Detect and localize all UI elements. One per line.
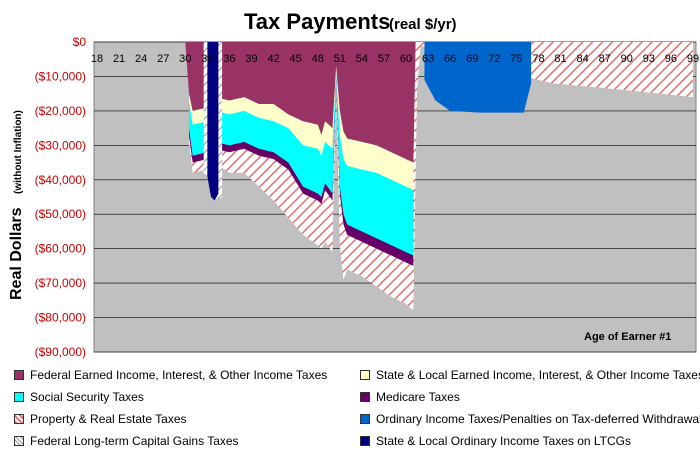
x-tick-label: 78 <box>532 53 544 65</box>
legend-label: Federal Long-term Capital Gains Taxes <box>30 434 239 448</box>
x-tick-label: 87 <box>599 53 611 65</box>
x-tick-label: 21 <box>113 53 125 65</box>
legend-label: Ordinary Income Taxes/Penalties on Tax-d… <box>376 412 700 426</box>
legend-item: Federal Long-term Capital Gains Taxes <box>14 434 239 448</box>
legend-item: Federal Earned Income, Interest, & Other… <box>14 368 327 382</box>
y-tick-label: ($70,000) <box>35 276 86 290</box>
series-areas <box>185 42 693 311</box>
y-tick-label: ($10,000) <box>35 69 86 83</box>
x-tick-label: 69 <box>466 53 478 65</box>
x-tick-label: 30 <box>179 53 191 65</box>
legend-swatch <box>14 370 24 380</box>
x-tick-label: 57 <box>378 53 390 65</box>
y-tick-label: ($90,000) <box>35 345 86 359</box>
y-tick-label: ($20,000) <box>35 104 86 118</box>
x-tick-label: 54 <box>356 53 368 65</box>
x-tick-label: 75 <box>510 53 522 65</box>
x-tick-labels: 18 21 24 27 30 33 36 39 42 45 48 51 54 57 60 63 66 69 72 75… <box>91 53 699 65</box>
x-tick-label: 99 <box>687 53 699 65</box>
legend-swatch <box>360 370 370 380</box>
x-tick-label: 18 <box>91 53 103 65</box>
x-tick-label: 93 <box>643 53 655 65</box>
x-tick-label: 33 <box>201 53 213 65</box>
legend-item: State & Local Ordinary Income Taxes on L… <box>360 434 631 448</box>
series-area <box>207 42 219 201</box>
legend-label: State & Local Ordinary Income Taxes on L… <box>376 434 632 448</box>
legend-label: Social Security Taxes <box>30 390 144 404</box>
x-tick-label: 24 <box>135 53 147 65</box>
x-tick-label: 51 <box>334 53 346 65</box>
y-axis-label: Real Dollars <box>8 207 25 300</box>
y-tick-label: $0 <box>73 35 87 49</box>
x-tick-label: 36 <box>223 53 235 65</box>
legend-swatch <box>14 436 24 446</box>
y-tick-label: ($80,000) <box>35 311 86 325</box>
x-tick-label: 96 <box>665 53 677 65</box>
x-tick-label: 39 <box>245 53 257 65</box>
legend-label: State & Local Earned Income, Interest, &… <box>376 368 700 382</box>
x-tick-label: 66 <box>444 53 456 65</box>
legend-swatch <box>360 436 370 446</box>
x-tick-label: 42 <box>267 53 279 65</box>
legend-label: Medicare Taxes <box>376 390 460 404</box>
x-tick-label: 72 <box>488 53 500 65</box>
legend-item: State & Local Earned Income, Interest, &… <box>360 368 700 382</box>
y-axis-label-note: (without Inflation) <box>13 110 24 194</box>
legend-label: Property & Real Estate Taxes <box>30 412 187 426</box>
y-tick-labels: $0 ($10,000) ($20,000) ($30,000) ($40,000) ($… <box>35 35 87 359</box>
legend-swatch <box>14 414 24 424</box>
legend-item: Property & Real Estate Taxes <box>14 412 187 426</box>
chart-subtitle: (real $/yr) <box>389 16 457 33</box>
x-tick-label: 84 <box>577 53 589 65</box>
x-tick-label: 48 <box>312 53 324 65</box>
x-tick-label: 90 <box>621 53 633 65</box>
legend-item: Social Security Taxes <box>14 390 144 404</box>
x-tick-label: 81 <box>554 53 566 65</box>
x-tick-label: 63 <box>422 53 434 65</box>
chart-title: Tax Payments <box>244 9 390 34</box>
series-area <box>185 42 416 163</box>
y-tick-label: ($30,000) <box>35 138 86 152</box>
legend-swatch <box>360 414 370 424</box>
series-area <box>424 42 532 113</box>
y-tick-label: ($60,000) <box>35 242 86 256</box>
y-tick-label: ($40,000) <box>35 173 86 187</box>
legend-swatch <box>360 392 370 402</box>
x-tick-label: 60 <box>400 53 412 65</box>
legend-item: Medicare Taxes <box>360 390 460 404</box>
y-tick-label: ($50,000) <box>35 207 86 221</box>
legend-item: Ordinary Income Taxes/Penalties on Tax-d… <box>360 412 700 426</box>
x-axis-label: Age of Earner #1 <box>584 331 671 343</box>
legend-swatch <box>14 392 24 402</box>
x-tick-label: 45 <box>290 53 302 65</box>
x-tick-label: 27 <box>157 53 169 65</box>
legend-label: Federal Earned Income, Interest, & Other… <box>30 368 328 382</box>
